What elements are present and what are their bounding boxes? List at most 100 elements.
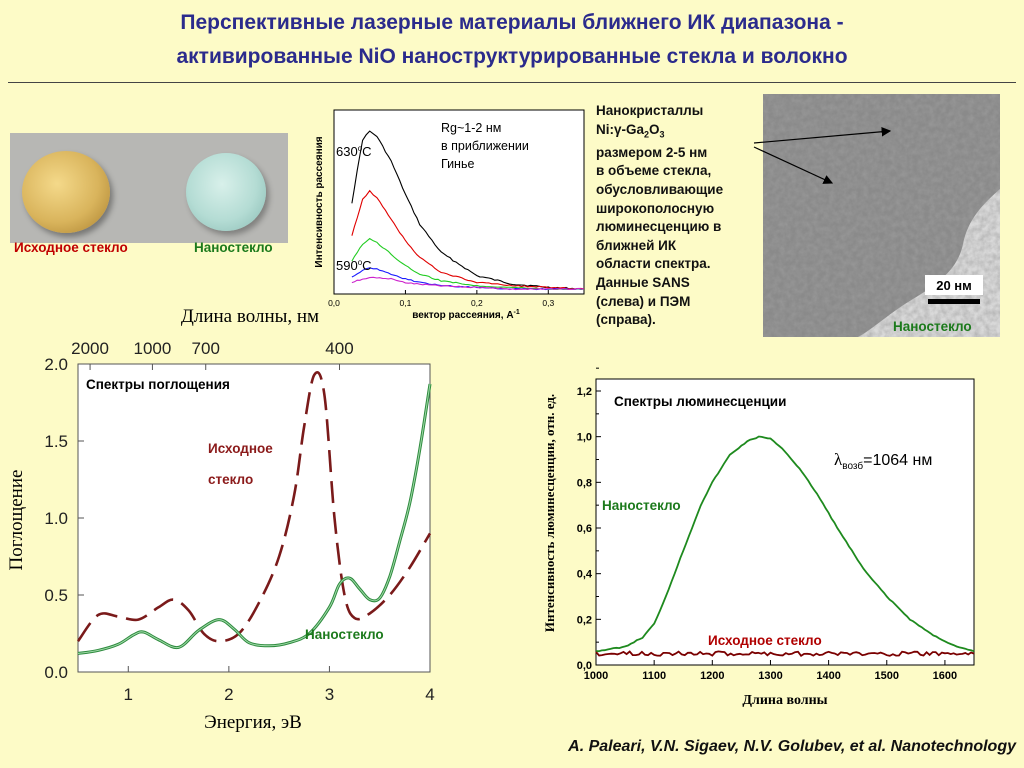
tem-scale-label-bg (925, 275, 983, 295)
arrow-to-nanocrystal-1 (753, 126, 892, 144)
luminescence-spectra-chart: 0,0 0,2 0,4 0,6 0,8 1,0 1,2 1000 1100 1200 1300 140… (542, 367, 975, 708)
lum-y-tick-label: 0,4 (577, 569, 593, 581)
abs-top-tick-label: 2000 (71, 339, 109, 358)
tem-caption-line: Нанокристаллы (596, 103, 704, 118)
sans-y-axis-label: Интенсивность рассеяния (314, 136, 325, 267)
abs-series-original-glass (76, 371, 432, 643)
sans-x-tick-label: 0,2 (471, 298, 483, 308)
abs-y-axis-label: Поглощение (6, 470, 27, 571)
lum-label-nanoglass: Наностекло (602, 498, 681, 513)
slide-title: Перспективные лазерные материалы ближнег… (0, 6, 1024, 74)
tem-caption: Нанокристаллы Ni:γ-Ga2O3 размером 2-5 нм… (596, 102, 764, 330)
abs-top-tick-label: 700 (192, 339, 220, 358)
title-line-1: Перспективные лазерные материалы ближнег… (180, 11, 844, 34)
abs-top-axis-label: Длина волны, нм (181, 306, 319, 327)
lum-series-nanoglass (596, 435, 975, 653)
tem-caption-line: широкополосную (596, 200, 715, 216)
lum-y-tick-label: 1,0 (577, 432, 592, 444)
lum-y-tick-label: 0,0 (577, 660, 592, 672)
lum-y-tick-label: 0,8 (577, 477, 592, 489)
tem-scale-bar (928, 299, 980, 304)
tem-scale-label: 20 нм (936, 278, 972, 293)
sans-series-line (351, 130, 585, 290)
abs-x-tick-label: 1 (124, 685, 133, 704)
lum-y-axis-label: Интенсивность люминесценции, отн. ед. (542, 394, 557, 632)
sans-x-ticks: 0,0 0,1 0,2 0,3 (328, 290, 554, 308)
sans-x-tick-label: 0,3 (542, 298, 554, 308)
abs-top-tick-label: 1000 (134, 339, 172, 358)
glass-samples-photo (10, 133, 288, 243)
abs-x-tick-label: 2 (224, 685, 233, 704)
nano-glass-disc (186, 153, 266, 231)
photo-label-original-glass: Исходное стекло (14, 240, 128, 255)
tem-caption-line: области спектра. (596, 256, 711, 272)
tem-caption-line: (справа). (596, 312, 656, 328)
abs-axis-ticks: 0.0 0.5 1.0 1.5 2.0 1 2 3 4 2000 1000 700 400 (44, 339, 434, 704)
sans-series-line (351, 267, 585, 291)
sans-x-axis-label: вектор рассеяния, A-1 (412, 309, 520, 321)
lum-y-tick-label: 0,6 (577, 523, 592, 535)
sans-x-tick-label: 0,1 (400, 298, 412, 308)
abs-x-axis-label: Энергия, эВ (204, 712, 302, 733)
sans-annotation-approx: в приближении (441, 139, 529, 153)
tem-caption-line: (слева) и ПЭМ (596, 293, 691, 309)
tem-caption-line: Ni:γ-Ga2O3 (596, 121, 665, 140)
lum-inner-title: Спектры люминесценции (614, 394, 786, 409)
tem-pointer-arrows (753, 126, 892, 184)
lum-x-tick-label: 1600 (933, 670, 957, 682)
citation: A. Paleari, V.N. Sigaev, N.V. Golubev, e… (568, 738, 1016, 755)
lum-x-axis-label: Длина волны (742, 693, 827, 708)
title-line-2: активированные NiO наноструктурированные… (176, 45, 848, 68)
tem-caption-line: обусловливающие (596, 182, 724, 198)
original-glass-disc (22, 151, 110, 233)
sans-series-line (351, 189, 585, 290)
tem-caption-line: размером 2-5 нм (596, 144, 708, 160)
sans-x-tick-label: 0,0 (328, 298, 340, 308)
title-divider (8, 82, 1016, 83)
abs-series-nanoglass-highlight (77, 383, 431, 654)
sans-annotation-guinier: Гинье (441, 157, 474, 171)
photo-label-nanoglass: Наностекло (194, 240, 273, 255)
lum-x-tick-label: 1300 (758, 670, 782, 682)
tem-caption-line: люминесценцию в (596, 219, 722, 235)
abs-y-tick-label: 0.0 (44, 663, 68, 682)
absorption-spectra-chart: 0.0 0.5 1.0 1.5 2.0 1 2 3 4 2000 1000 700 400 Длина … (6, 306, 435, 733)
abs-label-original-2: стекло (208, 472, 253, 487)
tem-label-nanoglass: Наностекло (893, 319, 972, 334)
lum-series-group (595, 435, 975, 658)
sans-series-group (351, 130, 585, 291)
lum-axis-ticks: 0,0 0,2 0,4 0,6 0,8 1,0 1,2 1000 1100 1200 1300 140… (577, 367, 957, 682)
lum-excitation-label: λвозб=1064 нм (834, 450, 932, 472)
lum-y-tick-label: 1,2 (577, 386, 592, 398)
sans-plot-area (333, 109, 585, 295)
abs-series-group (76, 371, 432, 655)
lum-series-original-glass (595, 650, 975, 658)
lum-plot-area (595, 378, 975, 666)
lum-x-tick-label: 1200 (700, 670, 724, 682)
lum-x-tick-label: 1500 (875, 670, 899, 682)
sans-scattering-chart: 0,0 0,1 0,2 0,3 Интенсивность рассеяния век… (314, 109, 585, 321)
abs-x-tick-label: 4 (425, 685, 434, 704)
tem-caption-line: Данные SANS (596, 275, 690, 291)
abs-label-original-1: Исходное (208, 441, 273, 456)
sans-series-line (351, 276, 585, 291)
abs-y-tick-label: 0.5 (44, 586, 68, 605)
arrow-to-nanocrystal-2 (753, 146, 834, 184)
abs-y-tick-label: 1.5 (44, 432, 68, 451)
lum-x-tick-label: 1000 (584, 670, 608, 682)
lum-label-original: Исходное стекло (708, 633, 822, 648)
abs-plot-area (77, 363, 431, 673)
sans-temp-590: 590oC (336, 258, 372, 273)
abs-top-tick-label: 400 (325, 339, 353, 358)
sans-annotation-rg: Rg~1-2 нм (441, 121, 501, 135)
abs-y-tick-label: 1.0 (44, 509, 68, 528)
abs-y-tick-label: 2.0 (44, 355, 68, 374)
tem-caption-line: в объеме стекла, (596, 163, 712, 179)
abs-label-nanoglass: Наностекло (305, 627, 384, 642)
abs-inner-title: Спектры поглощения (86, 377, 230, 392)
lum-x-tick-label: 1100 (642, 670, 666, 682)
sans-temp-630: 630oC (336, 144, 372, 159)
lum-x-tick-label: 1400 (816, 670, 840, 682)
abs-x-tick-label: 3 (325, 685, 334, 704)
tem-caption-line: ближней ИК (596, 237, 677, 253)
